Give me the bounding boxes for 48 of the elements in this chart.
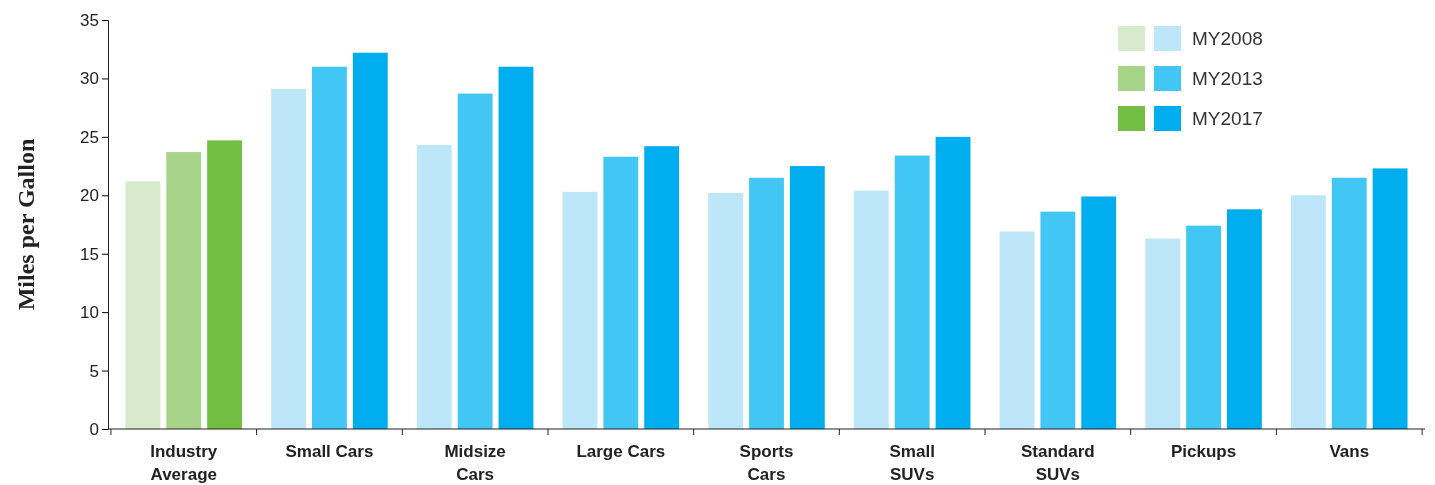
- bar: [1226, 209, 1262, 429]
- x-tick-label: Midsize Cars: [444, 442, 506, 484]
- bar: [1040, 211, 1076, 429]
- y-tick-label: 15: [80, 244, 99, 264]
- bar: [1290, 195, 1326, 429]
- y-tick-label: 10: [80, 303, 99, 323]
- bar: [562, 191, 598, 429]
- legend-label: MY2017: [1192, 108, 1263, 129]
- bar: [457, 93, 493, 429]
- bar: [935, 136, 971, 429]
- bar: [416, 145, 452, 429]
- y-tick-label: 30: [80, 69, 99, 89]
- bar: [708, 192, 744, 429]
- x-tick-label: Industry Average: [150, 442, 218, 484]
- bar: [498, 66, 534, 429]
- y-tick-label: 25: [80, 127, 99, 147]
- bar: [644, 146, 680, 429]
- y-axis-title: Miles per Gallon: [13, 138, 39, 311]
- bar: [853, 190, 889, 429]
- bar: [207, 140, 243, 429]
- bar: [125, 181, 161, 429]
- bar: [166, 152, 202, 429]
- bar: [352, 52, 388, 429]
- bar: [894, 155, 930, 429]
- bar: [749, 177, 784, 429]
- legend-label: MY2013: [1192, 68, 1263, 89]
- y-tick-label: 0: [89, 419, 99, 439]
- x-tick-label: Small SUVs: [889, 442, 935, 484]
- y-tick-label: 5: [89, 361, 99, 381]
- x-tick-label: Vans: [1329, 442, 1370, 461]
- y-tick-label: 35: [80, 10, 99, 30]
- bar: [1186, 225, 1221, 429]
- x-tick-label: Standard SUVs: [1021, 442, 1095, 484]
- y-tick-label: 20: [80, 186, 99, 206]
- bar: [603, 156, 639, 429]
- x-tick-label: Large Cars: [576, 442, 666, 461]
- bar: [1372, 168, 1408, 429]
- bar: [1145, 238, 1181, 429]
- bar: [1331, 177, 1367, 429]
- x-tick-label: Sports Cars: [739, 442, 794, 484]
- bar: [789, 166, 825, 429]
- legend-label: MY2008: [1192, 28, 1263, 49]
- x-tick-label: Small Cars: [285, 442, 374, 461]
- bar: [271, 88, 307, 429]
- bar: [999, 231, 1035, 429]
- x-tick-label: Pickups: [1170, 442, 1237, 461]
- bar: [1081, 196, 1117, 429]
- bar: [312, 66, 347, 429]
